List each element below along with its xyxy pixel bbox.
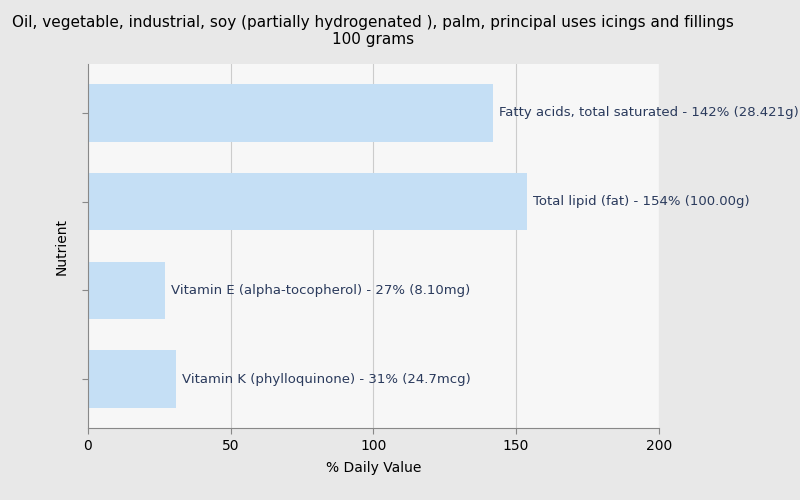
Bar xyxy=(88,172,527,231)
Text: Fatty acids, total saturated - 142% (28.421g): Fatty acids, total saturated - 142% (28.… xyxy=(499,106,798,119)
Text: Total lipid (fat) - 154% (100.00g): Total lipid (fat) - 154% (100.00g) xyxy=(534,195,750,208)
Text: Vitamin K (phylloquinone) - 31% (24.7mcg): Vitamin K (phylloquinone) - 31% (24.7mcg… xyxy=(182,373,470,386)
X-axis label: % Daily Value: % Daily Value xyxy=(326,461,421,475)
Text: Vitamin E (alpha-tocopherol) - 27% (8.10mg): Vitamin E (alpha-tocopherol) - 27% (8.10… xyxy=(170,284,470,297)
Bar xyxy=(88,350,176,408)
Bar xyxy=(88,84,494,141)
Bar xyxy=(88,262,165,320)
Title: Oil, vegetable, industrial, soy (partially hydrogenated ), palm, principal uses : Oil, vegetable, industrial, soy (partial… xyxy=(12,15,734,48)
Y-axis label: Nutrient: Nutrient xyxy=(55,218,69,274)
